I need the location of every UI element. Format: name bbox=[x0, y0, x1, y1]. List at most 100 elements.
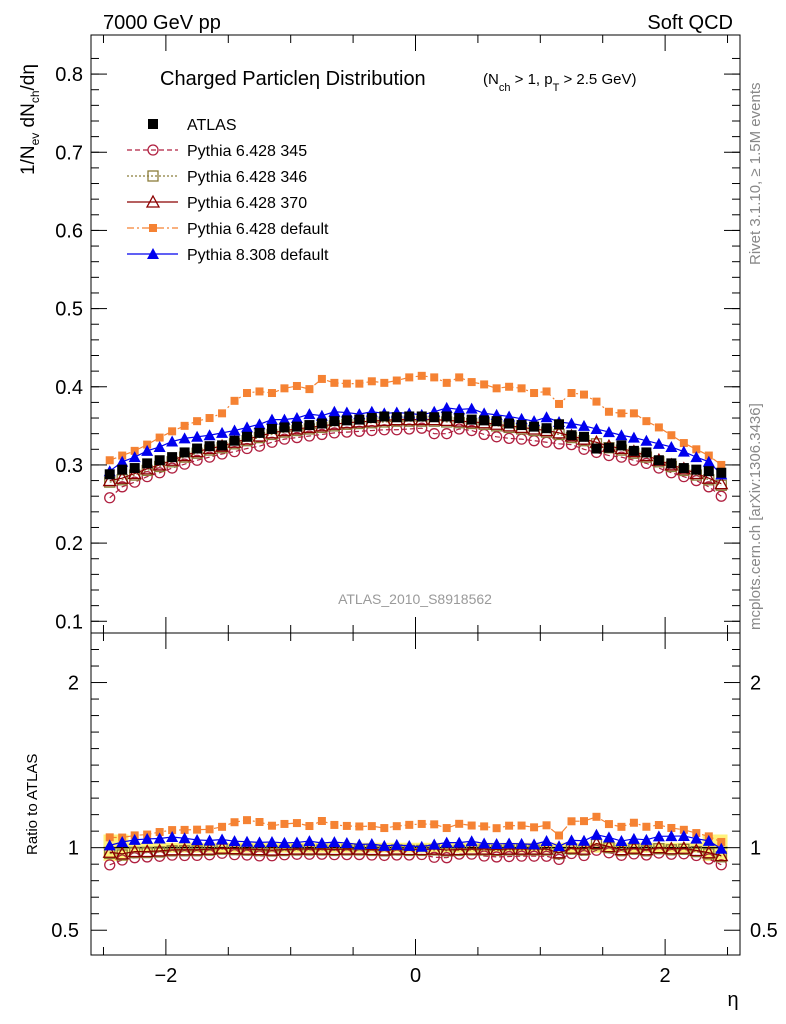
data-point bbox=[455, 373, 464, 382]
data-point bbox=[627, 431, 640, 443]
data-point bbox=[279, 422, 290, 433]
ratio-point bbox=[292, 819, 301, 828]
data-point bbox=[178, 432, 191, 444]
analysis-watermark: ATLAS_2010_S8918562 bbox=[338, 591, 492, 607]
ratio-point bbox=[503, 837, 516, 849]
ratio-point bbox=[228, 835, 241, 847]
ratio-point bbox=[103, 839, 116, 851]
data-point bbox=[204, 441, 215, 452]
data-point bbox=[504, 418, 515, 429]
ratio-point bbox=[278, 836, 291, 848]
data-point bbox=[141, 444, 154, 456]
legend-marker bbox=[145, 194, 161, 208]
data-point bbox=[642, 417, 651, 426]
legend-label: ATLAS bbox=[187, 117, 237, 134]
data-point bbox=[715, 490, 727, 502]
chart-title: Charged Particleη Distribution (Nch > 1,… bbox=[160, 68, 636, 94]
data-point bbox=[505, 382, 514, 391]
data-point bbox=[330, 378, 339, 387]
ratio-point bbox=[515, 850, 528, 862]
ratio-point bbox=[116, 836, 129, 848]
ratio-point bbox=[715, 842, 728, 854]
data-point bbox=[617, 409, 626, 418]
mcplots-label: mcplots.cern.ch [arXiv:1306.3436] bbox=[747, 403, 764, 630]
ratio-point bbox=[567, 817, 576, 826]
data-point bbox=[130, 446, 139, 455]
data-point bbox=[243, 389, 252, 398]
ratio-point bbox=[166, 831, 179, 843]
ratio-point bbox=[178, 832, 191, 844]
data-point bbox=[115, 470, 130, 484]
data-point bbox=[278, 433, 291, 445]
ratio-point bbox=[189, 842, 205, 856]
ratio-point bbox=[428, 838, 441, 850]
data-point bbox=[714, 476, 729, 490]
ratio-series-pythia-6-428-370 bbox=[102, 836, 729, 862]
data-point bbox=[442, 378, 451, 387]
data-point bbox=[316, 428, 328, 441]
data-point bbox=[615, 451, 628, 463]
ratio-point bbox=[553, 840, 566, 852]
ratio-point bbox=[652, 830, 665, 842]
ratio-point bbox=[339, 841, 354, 855]
data-point bbox=[717, 460, 726, 469]
data-point bbox=[104, 492, 116, 504]
data-point bbox=[565, 417, 578, 429]
ratio-point bbox=[127, 844, 142, 858]
ratio-point bbox=[165, 842, 180, 856]
ratio-point bbox=[651, 840, 666, 854]
legend: ATLAS Pythia 6.428 345 Pythia 6.428 346 Pyt… bbox=[127, 117, 329, 264]
data-point bbox=[666, 458, 677, 469]
legend-entry: Pythia 6.428 345 bbox=[127, 143, 307, 160]
data-point bbox=[168, 427, 177, 436]
ratio-tick-label: 1 bbox=[68, 838, 79, 860]
ratio-point bbox=[305, 822, 314, 831]
data-point bbox=[529, 421, 540, 432]
ratio-point bbox=[579, 817, 588, 826]
ratio-point bbox=[428, 851, 440, 863]
data-point bbox=[654, 423, 663, 432]
data-point bbox=[328, 427, 341, 439]
ratio-tick-label-right: 0.5 bbox=[750, 920, 778, 942]
ratio-point bbox=[403, 839, 416, 851]
data-point bbox=[178, 458, 191, 470]
data-point bbox=[303, 430, 316, 442]
ratio-point bbox=[243, 816, 252, 825]
legend-label: Pythia 6.428 345 bbox=[187, 143, 307, 160]
data-point bbox=[380, 378, 389, 387]
ratio-tick-label: 2 bbox=[68, 673, 79, 695]
data-point bbox=[665, 467, 678, 479]
data-point bbox=[230, 396, 239, 405]
data-point bbox=[466, 424, 478, 437]
ratio-point bbox=[602, 831, 615, 843]
legend-entry: ATLAS bbox=[148, 117, 237, 134]
data-point bbox=[665, 440, 678, 452]
ratio-point bbox=[714, 848, 729, 862]
data-point bbox=[341, 415, 352, 426]
ratio-tick-label-right: 1 bbox=[750, 838, 761, 860]
data-point bbox=[577, 419, 590, 431]
ratio-point bbox=[214, 840, 230, 854]
data-point bbox=[629, 409, 638, 418]
legend-label: Pythia 6.428 default bbox=[187, 221, 329, 238]
ratio-point bbox=[116, 849, 128, 861]
ratio-point bbox=[480, 822, 489, 831]
ratio-point bbox=[105, 833, 114, 842]
ratio-point bbox=[253, 836, 266, 848]
data-point bbox=[328, 405, 341, 417]
ratio-point bbox=[690, 832, 703, 844]
data-point bbox=[254, 427, 265, 438]
ratio-point bbox=[540, 835, 553, 847]
y-tick-label: 0.8 bbox=[55, 64, 83, 86]
ratio-point bbox=[452, 842, 467, 856]
data-point bbox=[228, 424, 241, 436]
ratio-point bbox=[576, 841, 592, 855]
x-tick-label: 2 bbox=[660, 965, 671, 987]
data-point bbox=[416, 411, 427, 422]
ratio-point bbox=[530, 823, 539, 832]
ratio-point bbox=[155, 828, 164, 837]
ratio-plot-frame bbox=[90, 632, 741, 956]
ratio-point bbox=[702, 834, 715, 846]
data-point bbox=[329, 416, 340, 427]
